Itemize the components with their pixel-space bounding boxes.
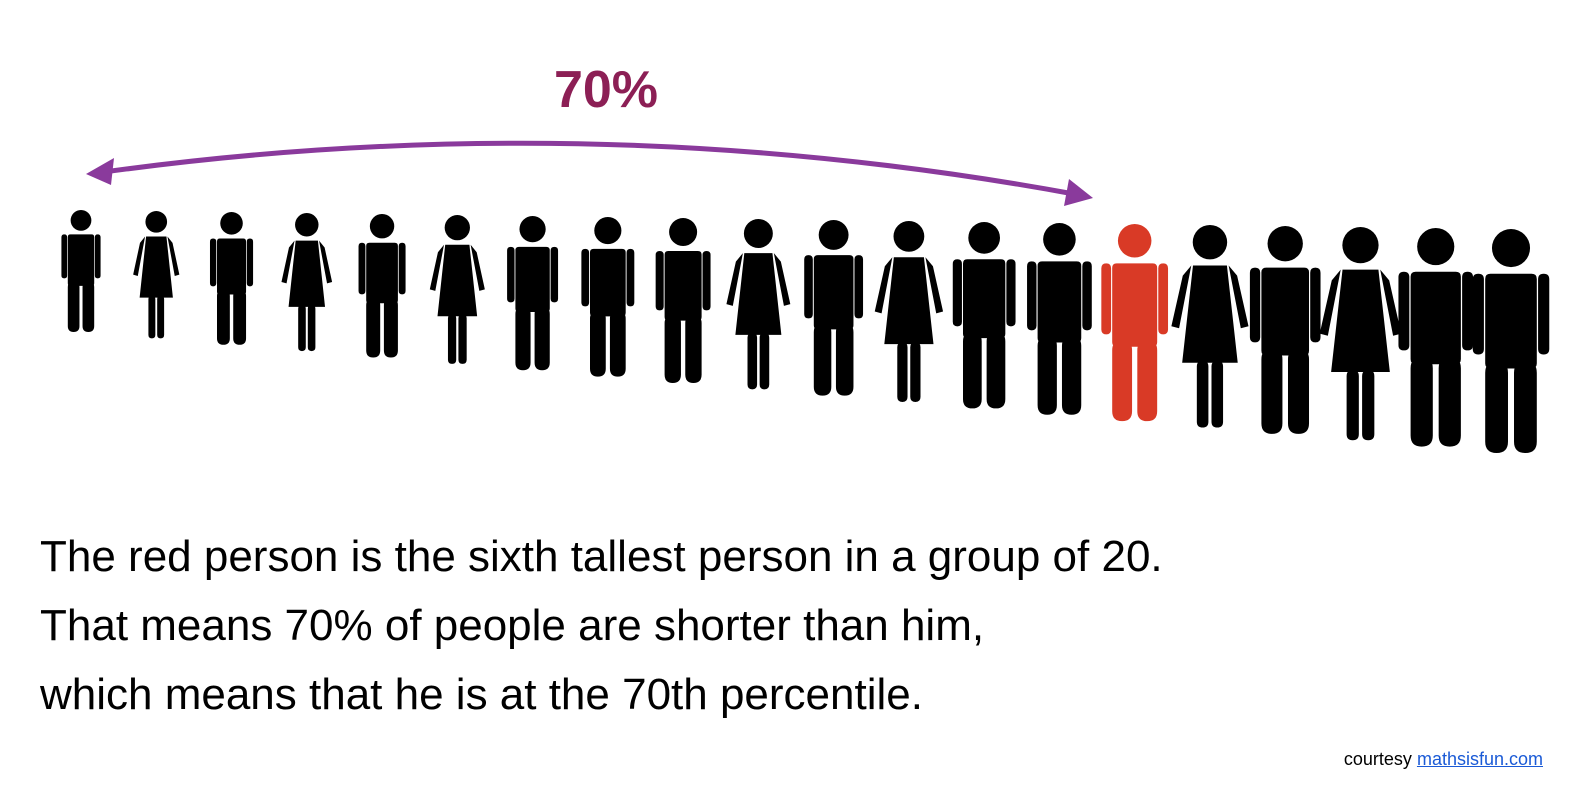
caption-line-2: That means 70% of people are shorter tha… bbox=[40, 601, 985, 650]
man-icon bbox=[804, 220, 864, 396]
person-body bbox=[1101, 263, 1169, 422]
arrowhead-right bbox=[1064, 179, 1093, 206]
percent-label: 70% bbox=[554, 61, 658, 119]
range-arrow bbox=[86, 140, 1093, 206]
person-head bbox=[1342, 227, 1379, 264]
person-head bbox=[1117, 224, 1152, 258]
person-body bbox=[726, 253, 791, 390]
person-head bbox=[444, 215, 470, 241]
person-body bbox=[1249, 267, 1321, 434]
caption-line-1: The red person is the sixth tallest pers… bbox=[40, 532, 1163, 581]
person-head bbox=[1491, 229, 1531, 268]
person-body bbox=[952, 259, 1016, 409]
highlighted-man-icon bbox=[1101, 224, 1169, 422]
person-head bbox=[519, 216, 546, 243]
person-head bbox=[594, 217, 622, 245]
woman-icon bbox=[726, 219, 791, 390]
person-head bbox=[968, 222, 1001, 254]
man-icon bbox=[1472, 229, 1550, 453]
person-body bbox=[61, 234, 101, 332]
person-head bbox=[70, 210, 92, 231]
person-body bbox=[358, 242, 406, 358]
person-head bbox=[295, 213, 319, 237]
person-body bbox=[209, 238, 254, 345]
person-head bbox=[220, 212, 243, 235]
person-head bbox=[818, 220, 849, 250]
man-icon bbox=[358, 214, 406, 358]
person-body bbox=[507, 246, 559, 371]
woman-icon bbox=[874, 221, 944, 403]
credit: courtesy mathsisfun.com bbox=[1344, 749, 1543, 770]
credit-prefix: courtesy bbox=[1343, 749, 1412, 769]
person-head bbox=[369, 214, 395, 239]
arrowhead-left bbox=[86, 158, 114, 185]
person-body bbox=[1398, 271, 1474, 447]
man-icon bbox=[61, 210, 101, 332]
person-body bbox=[1319, 269, 1402, 441]
person-head bbox=[1417, 228, 1455, 266]
person-body bbox=[655, 250, 711, 383]
woman-icon bbox=[429, 215, 485, 364]
person-head bbox=[669, 218, 698, 247]
man-icon bbox=[952, 222, 1016, 409]
person-body bbox=[804, 255, 864, 396]
person-head bbox=[1192, 225, 1228, 260]
man-icon bbox=[655, 218, 711, 383]
man-icon bbox=[507, 216, 559, 371]
person-body bbox=[1171, 265, 1249, 428]
person-body bbox=[1472, 273, 1550, 453]
caption: The red person is the sixth tallest pers… bbox=[40, 522, 1163, 729]
woman-icon bbox=[281, 213, 333, 352]
woman-icon bbox=[1319, 227, 1402, 441]
person-head bbox=[743, 219, 773, 248]
person-head bbox=[145, 211, 168, 233]
people-row bbox=[61, 210, 1550, 453]
person-body bbox=[1027, 261, 1092, 415]
person-body bbox=[874, 257, 944, 403]
person-body bbox=[429, 244, 485, 364]
man-icon bbox=[209, 212, 254, 345]
woman-icon bbox=[1171, 225, 1249, 428]
woman-icon bbox=[133, 211, 180, 339]
man-icon bbox=[581, 217, 635, 377]
person-body bbox=[133, 236, 180, 339]
man-icon bbox=[1398, 228, 1474, 447]
man-icon bbox=[1027, 223, 1092, 415]
person-head bbox=[893, 221, 925, 252]
person-head bbox=[1043, 223, 1076, 256]
caption-line-3: which means that he is at the 70th perce… bbox=[40, 670, 923, 719]
range-arrow-curve bbox=[103, 140, 1075, 197]
person-head bbox=[1267, 226, 1303, 262]
percentile-figure: 70% bbox=[61, 61, 1550, 453]
person-body bbox=[581, 248, 635, 377]
person-body bbox=[281, 240, 333, 352]
man-icon bbox=[1249, 226, 1321, 434]
credit-link[interactable]: mathsisfun.com bbox=[1416, 749, 1543, 769]
